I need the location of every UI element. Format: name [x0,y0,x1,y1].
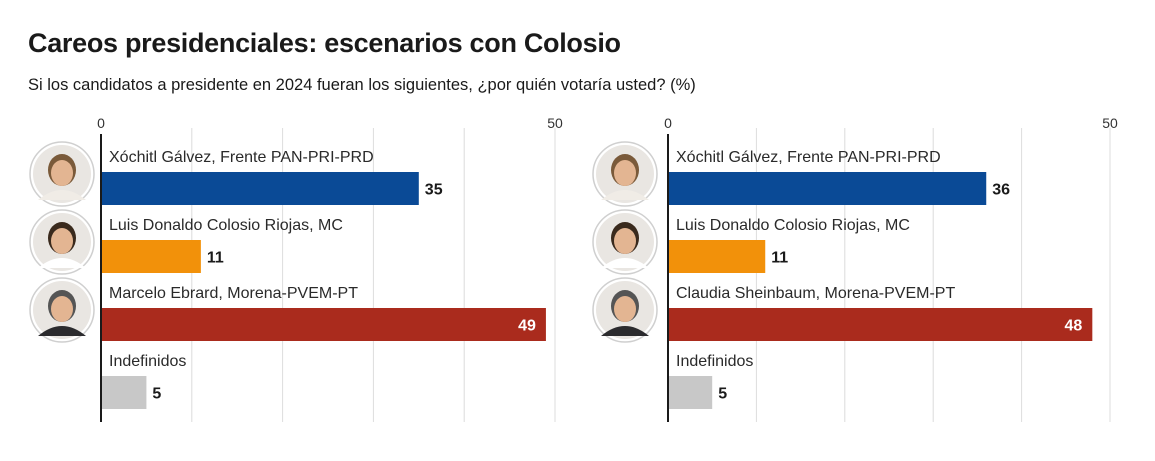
right-avatar [592,277,658,343]
left-category-label: Marcelo Ebrard, Morena-PVEM-PT [109,285,358,302]
right-value-label: 5 [718,386,727,403]
right-tick-label: 50 [1102,115,1118,131]
left-value-label: 5 [152,386,161,403]
left-tick-label: 50 [547,115,563,131]
right-value-label: 11 [771,250,788,267]
left-value-label: 11 [207,250,224,267]
right-category-label: Xóchitl Gálvez, Frente PAN-PRI-PRD [676,149,941,166]
panel-right: 0 50 Xóchitl Gálvez, Frente PAN-PRI-PRD 36 L… [592,115,1118,422]
right-bar [668,240,766,273]
right-value-label: 48 [1065,318,1083,335]
chart-subtitle: Si los candidatos a presidente en 2024 f… [28,76,696,94]
left-avatar [29,209,95,275]
right-bar [668,308,1093,341]
chart-title: Careos presidenciales: escenarios con Co… [28,28,621,58]
left-bar [101,308,546,341]
left-value-label: 35 [425,182,443,199]
left-category-label: Xóchitl Gálvez, Frente PAN-PRI-PRD [109,149,374,166]
left-bar [101,376,147,409]
right-avatar [592,141,658,207]
right-avatar [592,209,658,275]
right-bar [668,376,713,409]
left-avatar [29,277,95,343]
right-bar [668,172,987,205]
left-category-label: Luis Donaldo Colosio Riojas, MC [109,217,343,234]
left-bar [101,172,419,205]
left-category-label: Indefinidos [109,353,186,370]
left-value-label: 49 [518,318,536,335]
right-category-label: Luis Donaldo Colosio Riojas, MC [676,217,910,234]
left-tick-label: 0 [97,115,105,131]
right-category-label: Indefinidos [676,353,753,370]
right-category-label: Claudia Sheinbaum, Morena-PVEM-PT [676,285,955,302]
left-avatar [29,141,95,207]
left-bar [101,240,201,273]
right-tick-label: 0 [664,115,672,131]
right-value-label: 36 [992,182,1010,199]
panel-left: 0 50 Xóchitl Gálvez, Frente PAN-PRI-PRD 35 L… [29,115,563,422]
